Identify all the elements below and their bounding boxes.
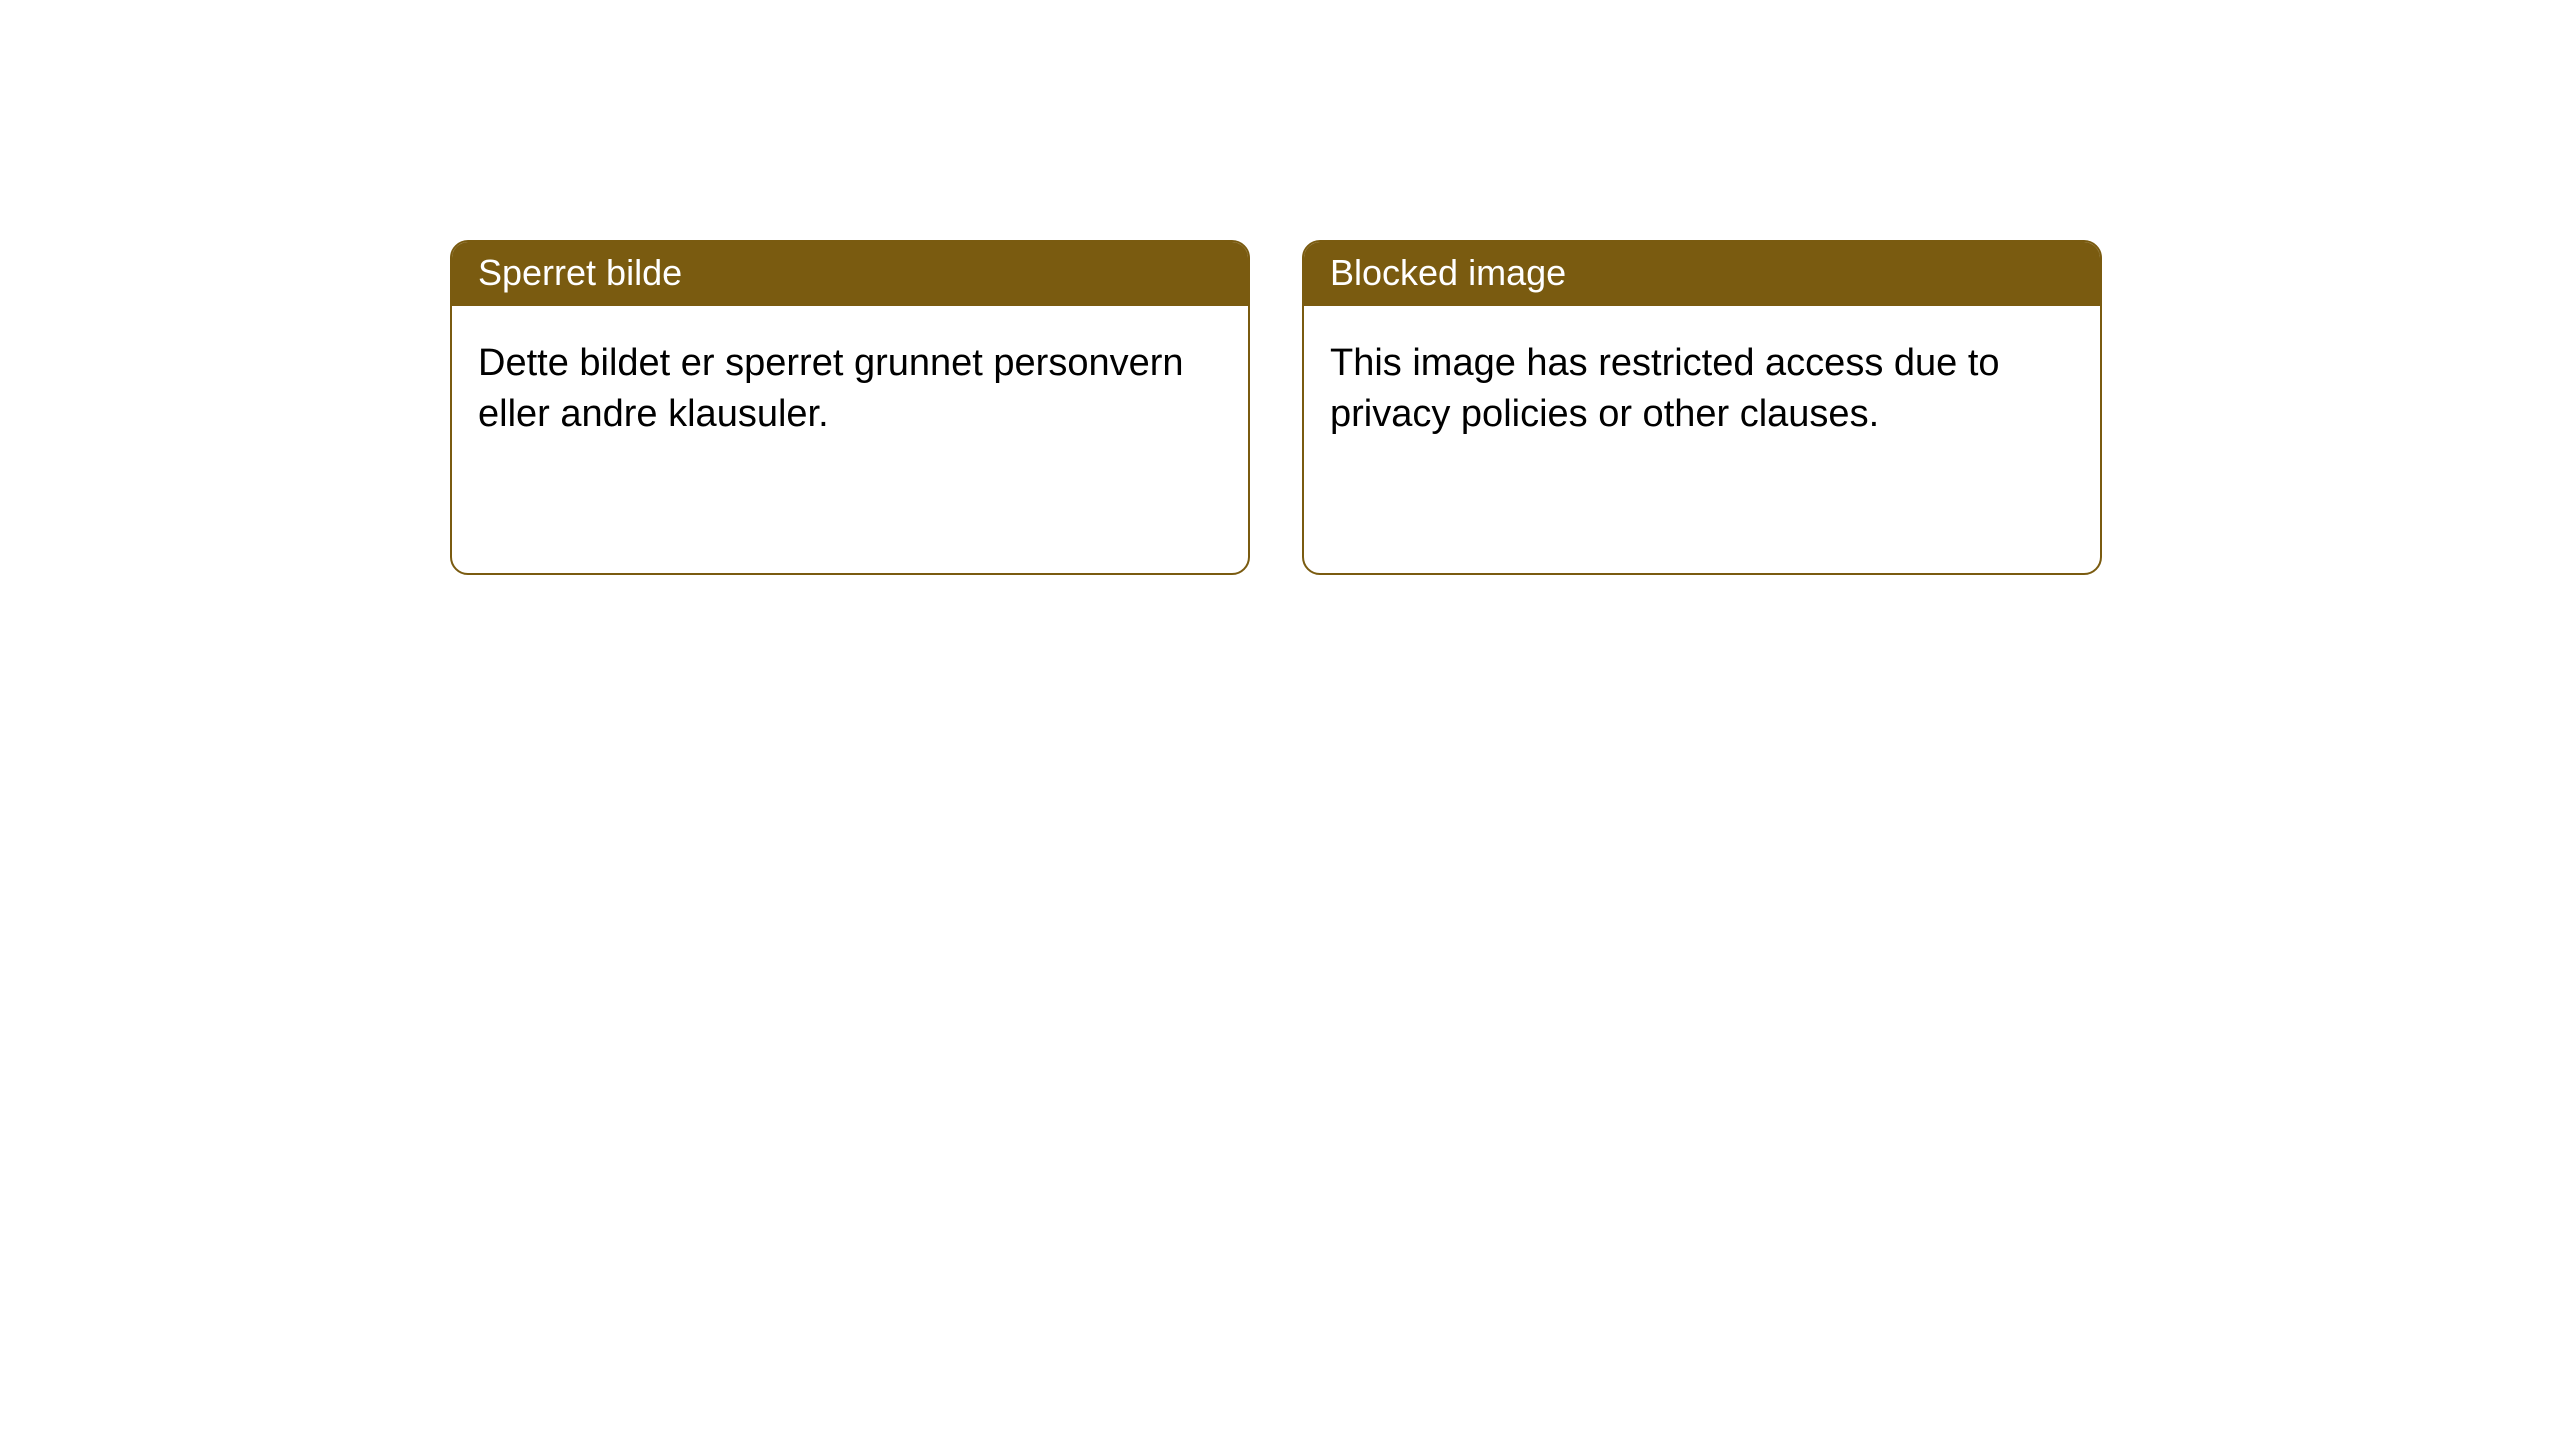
- notice-box-norwegian: Sperret bilde Dette bildet er sperret gr…: [450, 240, 1250, 575]
- notice-body-english: This image has restricted access due to …: [1304, 306, 2100, 473]
- notice-body-norwegian: Dette bildet er sperret grunnet personve…: [452, 306, 1248, 473]
- notice-container: Sperret bilde Dette bildet er sperret gr…: [450, 240, 2102, 575]
- notice-header-english: Blocked image: [1304, 242, 2100, 306]
- notice-box-english: Blocked image This image has restricted …: [1302, 240, 2102, 575]
- notice-header-norwegian: Sperret bilde: [452, 242, 1248, 306]
